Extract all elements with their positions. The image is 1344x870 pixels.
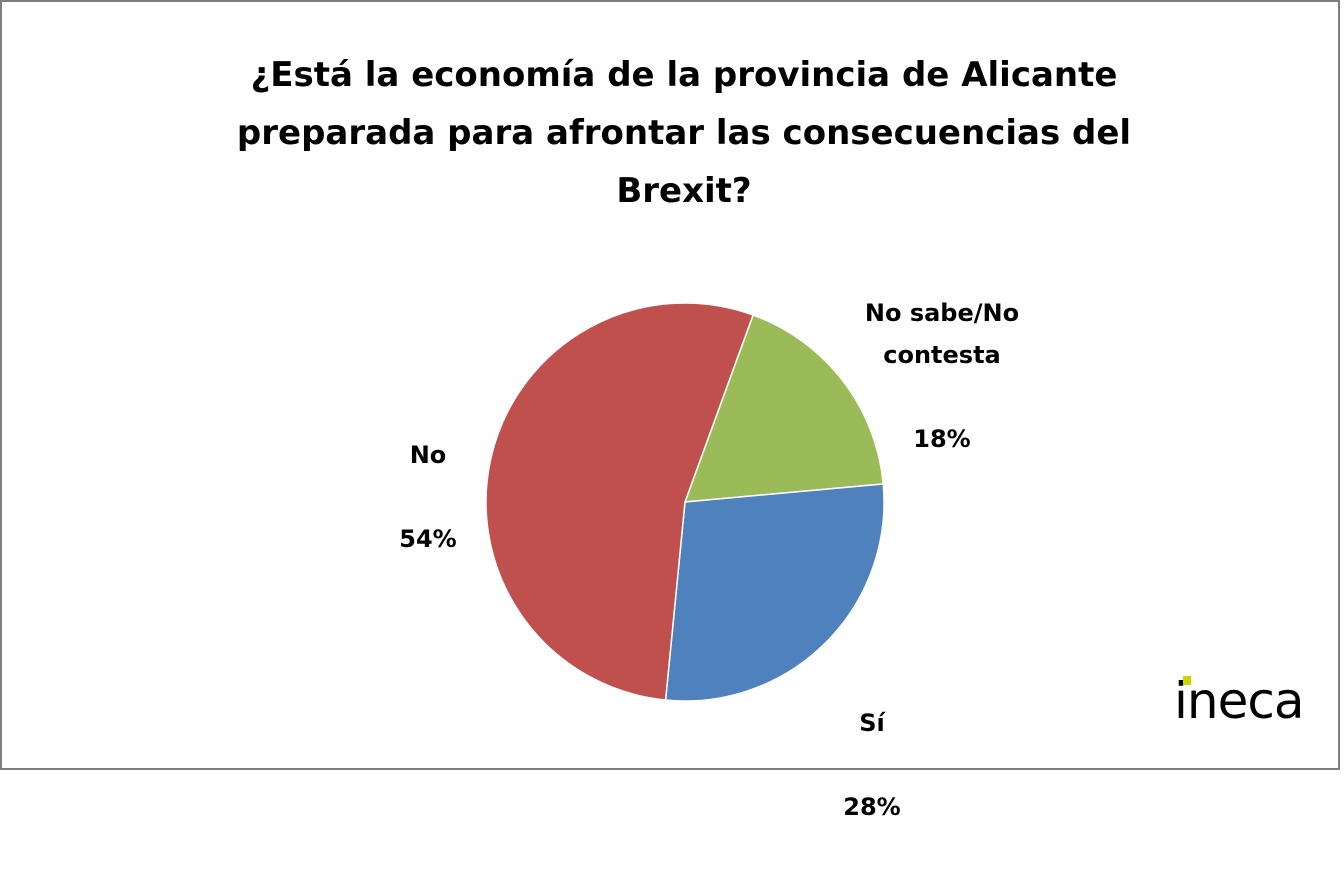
slice-no-sabe: [683, 314, 884, 503]
pie-chart: [485, 302, 885, 702]
slice-percent-no-sabe: 18%: [913, 425, 971, 453]
logo-accent-dot: [1183, 676, 1191, 685]
chart-frame: ¿Está la economía de la provincia de Ali…: [0, 0, 1340, 821]
slice-name-no-sabe: No sabe/No contesta: [864, 299, 1020, 369]
slice-no: [485, 302, 755, 701]
ineca-logo: ineca: [1174, 666, 1334, 736]
slice-name-no: No: [409, 441, 447, 469]
slice-label-no-sabe: No sabe/No contesta 18%: [832, 250, 1052, 502]
slice-percent-si: 28%: [843, 793, 901, 821]
slice-name-si: Sí: [859, 709, 885, 737]
slice-label-si: Sí 28%: [822, 660, 922, 870]
slice-label-no: No 54%: [368, 392, 488, 602]
slice-percent-no: 54%: [399, 525, 457, 553]
logo-text: ineca: [1174, 672, 1304, 730]
chart-title: ¿Está la economía de la provincia de Ali…: [236, 55, 1132, 211]
slice-si: [664, 483, 885, 702]
